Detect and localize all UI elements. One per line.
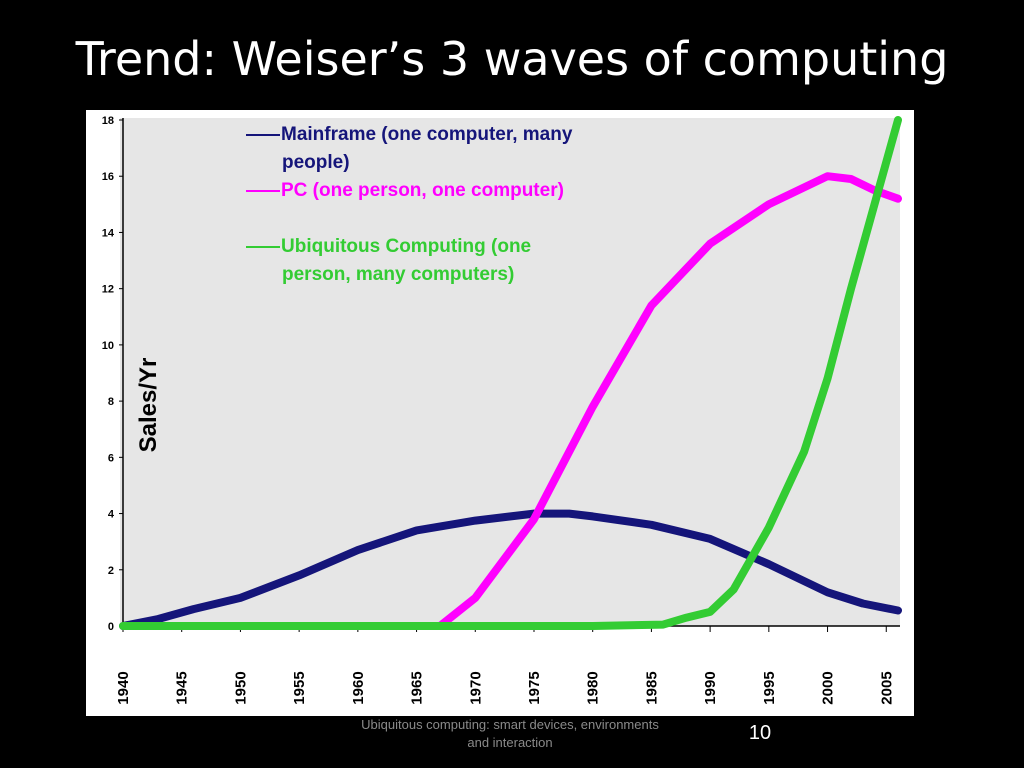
- y-tick-label: 2: [108, 565, 114, 577]
- y-tick-label: 6: [108, 452, 114, 464]
- legend-label: people): [282, 152, 350, 173]
- x-tick-label: 1945: [174, 671, 191, 704]
- legend-label: PC (one person, one computer): [281, 180, 564, 201]
- x-tick-label: 2005: [878, 671, 895, 704]
- legend-label: Mainframe (one computer, many: [281, 124, 573, 145]
- footer-text: Ubiquitous computing: smart devices, env…: [361, 717, 659, 750]
- y-tick-label: 4: [108, 509, 115, 521]
- y-tick-label: 10: [102, 340, 114, 352]
- x-tick-label: 1980: [585, 671, 602, 704]
- x-tick-label: 1975: [526, 671, 543, 704]
- x-tick-label: 1960: [350, 671, 367, 704]
- x-tick-label: 1955: [291, 671, 308, 704]
- x-tick-label: 1970: [467, 671, 484, 704]
- y-tick-label: 14: [102, 227, 115, 239]
- legend-label: person, many computers): [282, 264, 514, 285]
- y-tick-label: 16: [102, 171, 114, 183]
- x-tick-label: 1950: [232, 671, 249, 704]
- legend: Mainframe (one computer, many people) PC (…: [246, 124, 573, 285]
- y-axis-label: Sales/Yr: [135, 358, 162, 453]
- y-tick-label: 12: [102, 284, 114, 296]
- x-tick-label: 1995: [761, 671, 778, 704]
- x-tick-label: 1940: [115, 671, 132, 704]
- series-line-3: [119, 116, 902, 630]
- slide-title: Trend: Weiser’s 3 waves of computing: [75, 32, 949, 86]
- y-tick-label: 18: [102, 115, 114, 127]
- y-tick-label: 0: [108, 621, 114, 633]
- line-chart: 0 2 4 6 8 10 12 14 16 18 1940 1945 1950 1955 1960 1965 1…: [102, 115, 902, 705]
- series-layer: [119, 116, 902, 630]
- x-tick-label: 2000: [820, 671, 837, 704]
- series-line-2: [436, 172, 902, 630]
- page-number: 10: [748, 722, 772, 744]
- x-tick-label: 1965: [409, 671, 426, 704]
- legend-label: Ubiquitous Computing (one: [281, 236, 531, 257]
- y-tick-label: 8: [108, 396, 114, 408]
- x-tick-label: 1985: [643, 671, 660, 704]
- chart-frame: 0 2 4 6 8 10 12 14 16 18 1940 1945 1950 1955 1960 1965 1…: [86, 110, 914, 716]
- x-tick-label: 1990: [702, 671, 719, 704]
